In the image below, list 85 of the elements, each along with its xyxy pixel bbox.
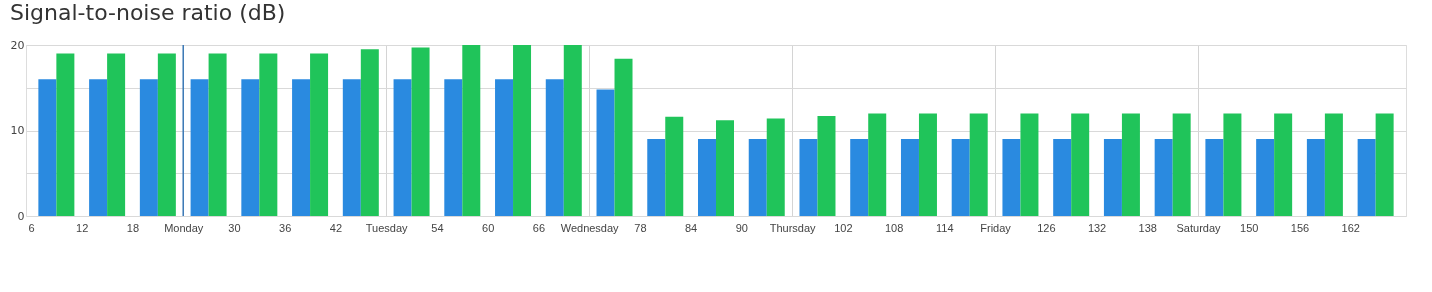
bar xyxy=(900,139,919,216)
bar xyxy=(1205,139,1224,216)
bar xyxy=(596,89,615,216)
bar xyxy=(1223,113,1242,216)
bar xyxy=(698,139,716,216)
x-tick-label: 102 xyxy=(834,221,853,234)
chart-title: Signal-to-noise ratio (dB) xyxy=(10,0,286,25)
x-tick-label: Friday xyxy=(980,221,1012,234)
x-tick-label: Saturday xyxy=(1176,221,1222,234)
x-tick-label: 156 xyxy=(1290,221,1310,234)
x-tick-label: 54 xyxy=(431,221,444,234)
x-tick-label: 42 xyxy=(329,221,343,234)
bar xyxy=(748,139,767,216)
x-tick-label: Monday xyxy=(164,221,204,234)
bar xyxy=(495,79,514,216)
bar xyxy=(799,139,818,216)
bar xyxy=(1154,139,1173,216)
x-tick-label: 108 xyxy=(884,221,904,234)
x-tick-label: 18 xyxy=(126,221,140,234)
bar xyxy=(1274,113,1293,216)
bar xyxy=(393,79,412,216)
bar xyxy=(241,79,260,216)
bar xyxy=(310,53,329,216)
x-tick-label: 36 xyxy=(279,221,292,234)
x-tick-label: 84 xyxy=(685,221,698,234)
bar xyxy=(969,113,988,216)
bar xyxy=(1324,113,1343,216)
x-tick-label: 162 xyxy=(1341,221,1360,234)
bar xyxy=(918,113,937,216)
x-tick-label: 66 xyxy=(532,221,546,234)
x-tick-label: Thursday xyxy=(769,221,817,234)
bar xyxy=(208,53,227,216)
bar xyxy=(1357,139,1376,216)
bar xyxy=(766,118,785,216)
x-tick-label: 90 xyxy=(735,221,748,234)
bar xyxy=(1121,113,1140,216)
bar xyxy=(665,116,684,216)
bar xyxy=(107,53,126,216)
bar xyxy=(951,139,970,216)
bar xyxy=(444,79,463,216)
bar xyxy=(462,45,481,216)
bar xyxy=(1256,139,1275,216)
bar xyxy=(1002,139,1021,216)
bar xyxy=(259,53,278,216)
x-tick-label: 6 xyxy=(28,221,35,234)
bar xyxy=(1172,113,1191,216)
bar xyxy=(38,79,57,216)
bar xyxy=(545,79,564,216)
bar xyxy=(342,79,361,216)
bar xyxy=(157,53,176,216)
x-tick-label: 138 xyxy=(1138,221,1157,234)
x-tick-label: 12 xyxy=(76,221,89,234)
bar xyxy=(1375,113,1394,216)
bar xyxy=(89,79,108,216)
bar xyxy=(513,45,532,216)
x-tick-label: 150 xyxy=(1240,221,1259,234)
bar xyxy=(817,115,836,216)
bar xyxy=(360,49,379,216)
x-tick-label: 60 xyxy=(482,221,495,234)
bar xyxy=(1103,139,1122,216)
y-tick-label: 0 xyxy=(17,209,25,223)
bar xyxy=(1020,113,1039,216)
bar xyxy=(647,139,666,216)
x-tick-label: 78 xyxy=(634,221,647,234)
x-tick-label: 114 xyxy=(936,221,954,234)
bar xyxy=(850,139,869,216)
bar xyxy=(563,45,582,216)
bar xyxy=(139,79,158,216)
bar xyxy=(614,58,633,216)
bar xyxy=(292,79,311,216)
bar xyxy=(1306,139,1325,216)
y-tick-label: 20 xyxy=(10,38,25,52)
x-tick-label: 132 xyxy=(1087,221,1107,234)
bar xyxy=(56,53,75,216)
x-tick-label: 126 xyxy=(1037,221,1056,234)
bar xyxy=(716,120,734,216)
bar xyxy=(1071,113,1090,216)
bar xyxy=(190,79,209,216)
bar xyxy=(868,113,887,216)
bar xyxy=(1053,139,1072,216)
bar xyxy=(411,47,430,216)
x-tick-label: Tuesday xyxy=(365,221,409,234)
y-tick-label: 10 xyxy=(10,124,25,137)
x-tick-label: Wednesday xyxy=(560,221,620,234)
x-tick-label: 30 xyxy=(228,221,241,234)
